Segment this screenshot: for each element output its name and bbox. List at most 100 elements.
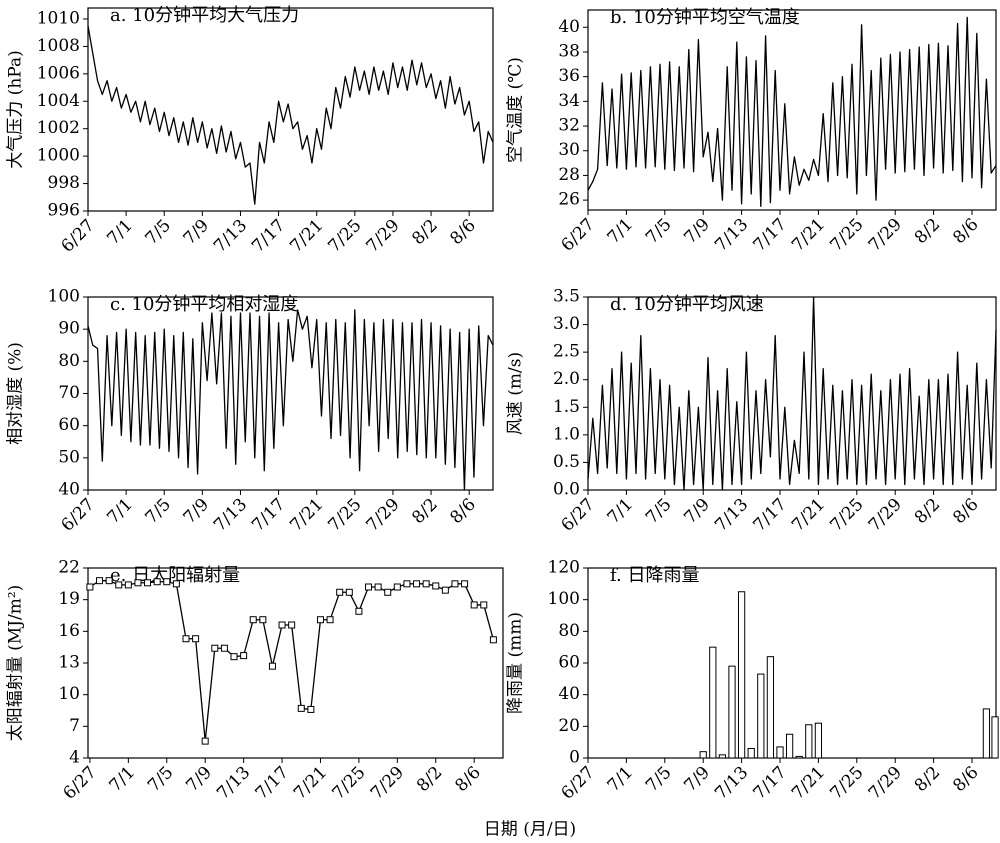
y-axis-label: 降雨量 (mm) xyxy=(506,612,526,714)
data-point xyxy=(220,644,228,652)
y-tick-label: 10 xyxy=(58,684,80,704)
data-point xyxy=(201,737,209,745)
data-point xyxy=(297,704,305,712)
x-tick-label: 7/29 xyxy=(363,495,404,536)
y-tick-label: 40 xyxy=(58,480,80,500)
y-tick-label: 100 xyxy=(48,287,80,307)
y-tick-label: 120 xyxy=(548,558,580,578)
x-tick-label: 7/17 xyxy=(750,495,791,536)
y-tick-label: 30 xyxy=(558,140,580,160)
x-tick-label: 7/21 xyxy=(286,495,327,536)
x-tick-label: 7/25 xyxy=(826,763,867,804)
data-point xyxy=(105,577,113,585)
data-line xyxy=(587,296,997,491)
data-point xyxy=(96,577,104,585)
data-point xyxy=(124,581,132,589)
x-tick-label: 6/27 xyxy=(58,495,99,536)
data-point xyxy=(240,652,248,660)
data-point xyxy=(345,588,353,596)
x-tick-label: 7/21 xyxy=(788,495,829,536)
x-tick-label: 7/1 xyxy=(604,763,637,796)
x-tick-label: 6/27 xyxy=(59,763,100,804)
x-tick-label: 7/5 xyxy=(642,495,675,528)
x-tick-label: 8/2 xyxy=(911,215,944,248)
x-tick-label: 7/5 xyxy=(642,215,675,248)
data-point xyxy=(278,621,286,629)
y-tick-label: 7 xyxy=(69,716,80,736)
y-tick-label: 1.5 xyxy=(553,397,580,417)
plot-frame xyxy=(587,296,997,491)
data-point xyxy=(336,588,344,596)
data-point xyxy=(316,616,324,624)
data-point xyxy=(268,662,276,670)
y-tick-label: 0 xyxy=(569,748,580,768)
y-tick-label: 32 xyxy=(558,116,580,136)
y-tick-label: 38 xyxy=(558,41,580,61)
y-axis-label: 相对湿度 (%) xyxy=(6,342,26,445)
x-tick-label: 7/29 xyxy=(363,216,404,257)
data-point xyxy=(432,582,440,590)
x-tick-label: 8/6 xyxy=(949,763,982,796)
x-tick-label: 7/25 xyxy=(826,495,867,536)
plot-frame xyxy=(87,296,494,491)
x-tick-label: 7/5 xyxy=(141,495,174,528)
y-tick-label: 28 xyxy=(558,165,580,185)
x-tick-label: 7/21 xyxy=(286,216,327,257)
data-point xyxy=(384,588,392,596)
y-tick-label: 90 xyxy=(58,319,80,339)
y-tick-label: 20 xyxy=(558,716,580,736)
panel-title: d. 10分钟平均风速 xyxy=(610,294,764,315)
x-tick-label: 7/25 xyxy=(324,216,365,257)
x-tick-label: 8/6 xyxy=(949,215,982,248)
y-tick-label: 16 xyxy=(58,621,80,641)
plot-frame xyxy=(87,7,494,212)
x-tick-label: 7/13 xyxy=(210,495,251,536)
x-tick-label: 7/5 xyxy=(642,763,675,796)
panel-title: a. 10分钟平均大气压力 xyxy=(110,5,299,26)
data-point xyxy=(259,616,267,624)
x-tick-label: 8/2 xyxy=(408,216,441,249)
y-axis-label: 空气温度 (℃) xyxy=(506,57,526,163)
data-point xyxy=(144,579,152,587)
x-tick-label: 7/9 xyxy=(680,763,713,796)
x-tick-label: 7/25 xyxy=(328,763,369,804)
data-point xyxy=(461,580,469,588)
x-tick-label: 7/1 xyxy=(604,215,637,248)
y-tick-label: 996 xyxy=(48,201,80,221)
x-tick-label: 7/1 xyxy=(106,763,139,796)
y-tick-label: 100 xyxy=(548,589,580,609)
panel-title: f. 日降雨量 xyxy=(610,565,699,586)
y-tick-label: 998 xyxy=(48,173,80,193)
data-point xyxy=(326,616,334,624)
data-point xyxy=(480,601,488,609)
y-tick-label: 1.0 xyxy=(553,424,580,444)
x-axis-label: 日期 (月/日) xyxy=(484,820,576,840)
data-point xyxy=(393,583,401,591)
data-point xyxy=(365,583,373,591)
x-tick-label: 6/27 xyxy=(558,763,599,804)
panel-title: e. 日太阳辐射量 xyxy=(110,565,240,586)
bar xyxy=(699,751,707,759)
y-tick-label: 34 xyxy=(558,91,580,111)
bar xyxy=(709,646,717,759)
x-tick-label: 7/9 xyxy=(180,216,213,249)
data-point xyxy=(470,601,478,609)
data-line xyxy=(87,309,494,491)
y-tick-label: 1008 xyxy=(37,36,80,56)
plot-frame xyxy=(587,9,997,211)
x-tick-label: 8/6 xyxy=(451,763,484,796)
x-tick-label: 8/2 xyxy=(911,763,944,796)
x-tick-label: 8/6 xyxy=(446,495,479,528)
data-point xyxy=(230,653,238,661)
x-tick-label: 6/27 xyxy=(558,215,599,256)
x-tick-label: 7/25 xyxy=(826,215,867,256)
y-tick-label: 4 xyxy=(69,748,80,768)
y-tick-label: 40 xyxy=(558,684,580,704)
bar xyxy=(814,722,823,759)
y-tick-label: 36 xyxy=(558,66,580,86)
x-tick-label: 7/9 xyxy=(182,763,215,796)
x-tick-label: 7/1 xyxy=(604,495,637,528)
data-point xyxy=(86,583,94,591)
